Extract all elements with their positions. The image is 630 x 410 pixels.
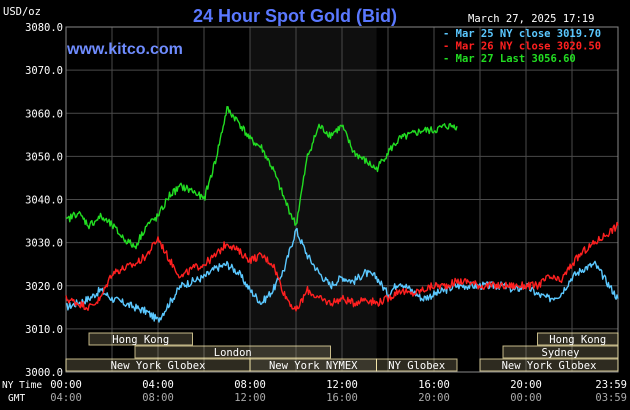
price-series — [65, 105, 619, 323]
x-tick-label-gmt: 08:00 — [142, 392, 174, 404]
legend-entry: - Mar 25 NY close 3019.70 — [443, 28, 601, 40]
y-tick-label: 3050.0 — [25, 151, 63, 163]
watermark-kitco: www.kitco.com — [66, 41, 183, 58]
legend-entry: - Mar 27 Last 3056.60 — [443, 53, 576, 65]
gmt-row-label: GMT — [8, 393, 25, 404]
ny-time-row-label: NY Time — [2, 380, 42, 391]
x-tick-label-gmt: 04:00 — [50, 392, 82, 404]
session-bar — [479, 358, 619, 372]
y-tick-label: 3040.0 — [25, 195, 63, 207]
y-tick-labels: 3000.0 3010.0 3020.0 3030.0 3040.0 3050.0 3060… — [25, 22, 63, 379]
session-label: London — [214, 347, 252, 359]
session-label: Sydney — [542, 347, 580, 359]
x-tick-label-gmt: 03:59 — [595, 392, 627, 404]
session-label: New York Globex — [502, 360, 597, 372]
x-tick-label-gmt: 12:00 — [234, 392, 266, 404]
x-tick-label-ny: 08:00 — [234, 379, 266, 391]
y-tick-label: 3020.0 — [25, 281, 63, 293]
session-bar — [134, 345, 331, 359]
session-label: Hong Kong — [549, 334, 606, 346]
x-tick-label-ny: 20:00 — [510, 379, 542, 391]
legend: - Mar 25 NY close 3019.70- Mar 26 NY clo… — [443, 28, 601, 65]
x-tick-label-ny: 00:00 — [50, 379, 82, 391]
y-tick-label: 3070.0 — [25, 65, 63, 77]
x-tick-label-ny: 04:00 — [142, 379, 174, 391]
x-tick-label-ny: 16:00 — [418, 379, 450, 391]
session-bar — [502, 345, 619, 359]
x-tick-label-gmt: 16:00 — [326, 392, 358, 404]
chart-title: 24 Hour Spot Gold (Bid) — [193, 6, 397, 26]
session-label: Hong Kong — [112, 334, 169, 346]
session-label: New York NYMEX — [269, 360, 358, 372]
y-tick-label: 3010.0 — [25, 324, 63, 336]
x-tick-labels: 00:00 04:00 08:00 12:00 16:00 20:00 23:5904:00… — [50, 379, 627, 404]
session-label: NY Globex — [388, 360, 445, 372]
x-tick-label-ny: 12:00 — [326, 379, 358, 391]
y-tick-label: 3030.0 — [25, 238, 63, 250]
series-line — [65, 105, 458, 250]
x-tick-label-gmt: 20:00 — [418, 392, 450, 404]
session-bar — [537, 332, 619, 346]
y-tick-label: 3080.0 — [25, 22, 63, 34]
series-line — [65, 221, 619, 312]
plot-frame — [65, 26, 619, 373]
grid-lines — [66, 26, 618, 373]
session-label: New York Globex — [111, 360, 206, 372]
y-tick-label: 3060.0 — [25, 108, 63, 120]
x-tick-label-ny: 23:59 — [595, 379, 627, 391]
x-tick-label-gmt: 00:00 — [510, 392, 542, 404]
timestamp: March 27, 2025 17:19 — [468, 13, 594, 25]
y-tick-label: 3000.0 — [25, 367, 63, 379]
session-bar — [88, 332, 193, 346]
session-bar — [376, 358, 458, 372]
y-axis-unit: USD/oz — [3, 6, 41, 18]
legend-entry: - Mar 26 NY close 3020.50 — [443, 41, 601, 53]
